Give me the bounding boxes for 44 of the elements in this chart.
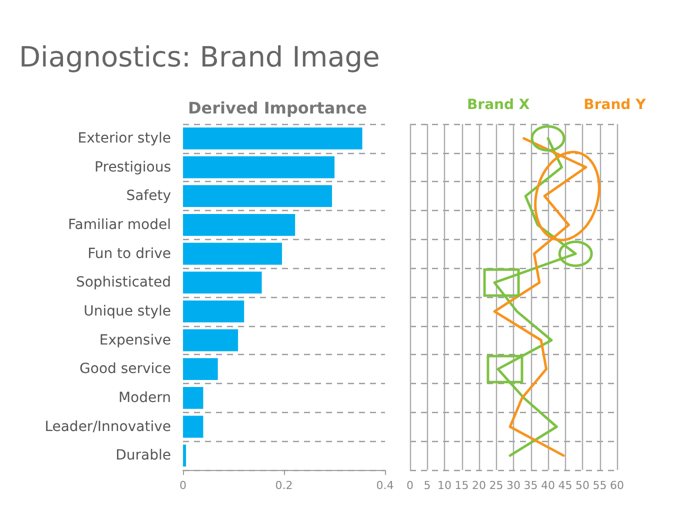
bar bbox=[183, 127, 362, 150]
x-tick-label: 55 bbox=[592, 479, 607, 492]
text: Brand Y bbox=[584, 97, 647, 113]
x-tick-label: 20 bbox=[472, 479, 486, 492]
bar bbox=[183, 185, 332, 208]
chart-title: Diagnostics: Brand Image bbox=[19, 40, 380, 74]
x-tick-label: 30 bbox=[506, 479, 520, 492]
y-tick-label: Exterior style bbox=[78, 130, 171, 146]
x-tick-label: 0 bbox=[180, 479, 186, 492]
x-tick-label: 0.4 bbox=[376, 479, 394, 492]
bar bbox=[183, 300, 244, 322]
bar bbox=[183, 242, 282, 265]
bar bbox=[183, 416, 204, 438]
x-tick-label: 25 bbox=[489, 479, 504, 492]
bar bbox=[183, 272, 262, 294]
x-tick-label: 45 bbox=[558, 479, 572, 492]
x-tick-label: 0.2 bbox=[275, 479, 293, 492]
bar bbox=[183, 386, 204, 409]
x-tick-label: 10 bbox=[438, 479, 452, 492]
x-tick-label: 5 bbox=[424, 479, 431, 492]
bar bbox=[183, 156, 334, 178]
x-tick-label: 40 bbox=[541, 479, 555, 492]
y-tick-label: Fun to drive bbox=[88, 246, 171, 262]
bar bbox=[183, 358, 218, 380]
y-tick-label: Expensive bbox=[99, 332, 171, 348]
y-tick-label: Prestigious bbox=[94, 159, 171, 176]
x-tick-label: 0 bbox=[406, 479, 414, 492]
y-tick-label: Safety bbox=[126, 188, 171, 204]
y-tick-label: Familiar model bbox=[68, 216, 171, 233]
bar bbox=[183, 444, 186, 467]
x-tick-label: 35 bbox=[524, 479, 538, 492]
y-tick-label: Modern bbox=[118, 390, 171, 406]
y-tick-label: Durable bbox=[116, 448, 171, 464]
y-tick-label: Unique style bbox=[84, 303, 171, 320]
y-tick-label: Leader/Innovative bbox=[44, 418, 171, 435]
x-axis-title: Derived Importance bbox=[188, 98, 368, 118]
x-tick-label: 15 bbox=[454, 479, 469, 492]
series-label: Brand X bbox=[467, 97, 530, 113]
bar bbox=[183, 329, 238, 352]
bar bbox=[183, 214, 296, 236]
x-tick-label: 60 bbox=[610, 479, 624, 492]
y-tick-label: Sophisticated bbox=[76, 274, 171, 291]
x-tick-label: 50 bbox=[576, 479, 590, 492]
y-tick-label: Good service bbox=[80, 361, 171, 378]
